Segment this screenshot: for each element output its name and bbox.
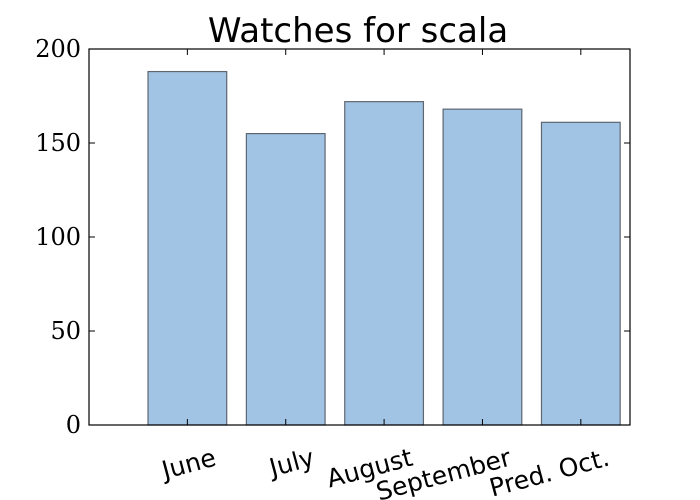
y-tick-label: 200 xyxy=(35,35,81,63)
bar-june xyxy=(147,70,228,426)
bars-group xyxy=(147,70,621,426)
x-tick-label: June xyxy=(157,443,219,486)
y-axis: 0 50 100 150 200 xyxy=(35,35,630,439)
bar-september xyxy=(442,108,523,426)
bar-july xyxy=(245,133,326,426)
bar-pred-oct xyxy=(540,121,621,426)
y-tick-label: 50 xyxy=(50,317,81,345)
x-tick-label: July xyxy=(264,443,317,483)
y-tick-label: 0 xyxy=(66,411,81,439)
y-tick-label: 150 xyxy=(35,129,81,157)
bar-august xyxy=(344,101,425,426)
y-tick-label: 100 xyxy=(35,223,81,251)
chart-title: Watches for scala xyxy=(208,11,508,51)
